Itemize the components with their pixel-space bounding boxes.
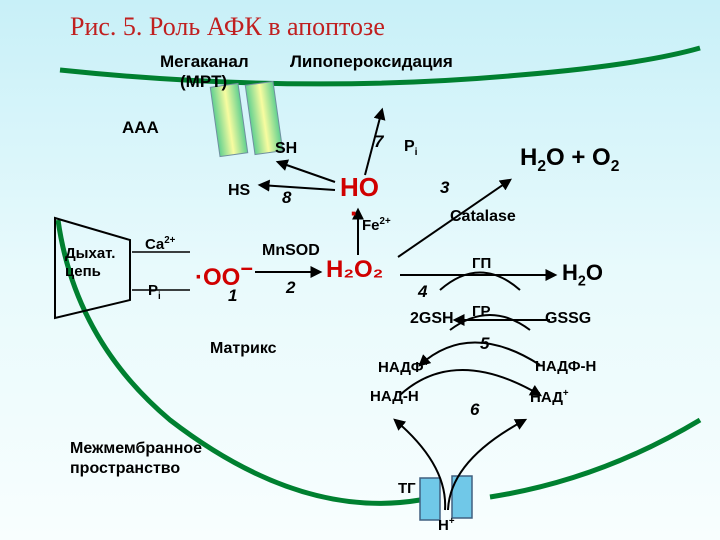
label-mnsod: MnSOD <box>262 242 320 260</box>
num-4: 4 <box>418 282 427 302</box>
num-8: 8 <box>282 188 291 208</box>
label-nadf: НАДФ+ <box>378 358 429 376</box>
label-hs: HS <box>228 182 250 200</box>
label-fe: Fe2+ <box>362 216 391 234</box>
label-ca: Ca2+ <box>145 235 175 253</box>
label-pi-bottom: Pi <box>148 282 161 302</box>
label-nadh: НАД-Н <box>370 388 419 405</box>
species-ho: HO <box>340 172 379 203</box>
label-gssg: GSSG <box>545 310 591 328</box>
label-tg: ТГ <box>398 480 416 497</box>
label-gr: ГР <box>472 303 491 320</box>
species-h2o-o2: H2O + O2 <box>520 144 619 176</box>
label-matrix: Матрикс <box>210 340 277 358</box>
species-h2o2: H₂O₂ <box>326 256 383 284</box>
label-lipoperox: Липопероксидация <box>290 52 453 72</box>
label-catalase: Catalase <box>450 208 516 226</box>
num-3: 3 <box>440 178 449 198</box>
label-hplus: H+ <box>438 516 455 534</box>
label-intermem-1: Межмембранное <box>70 440 202 458</box>
num-2: 2 <box>286 278 295 298</box>
label-resp-1: Дыхат. <box>65 245 115 262</box>
label-megachannel-2: (MPT) <box>180 72 227 92</box>
species-oo: ·OO− <box>195 256 253 292</box>
label-2gsh: 2GSH <box>410 310 454 328</box>
label-sh: SH <box>275 140 297 158</box>
label-resp-2: цепь <box>65 263 101 280</box>
label-gp: ГП <box>472 255 491 272</box>
num-7: 7 <box>374 132 383 152</box>
label-pi-top: Pi <box>404 138 418 158</box>
label-intermem-2: пространство <box>70 460 180 478</box>
num-1: 1 <box>228 286 237 306</box>
label-megachannel-1: Мегаканал <box>160 52 249 72</box>
label-aaa: AAA <box>122 118 159 138</box>
figure-title: Рис. 5. Роль АФК в апоптозе <box>70 12 385 42</box>
label-nad: НАД+ <box>530 388 569 406</box>
species-h2o: H2O <box>562 260 603 289</box>
species-ho-dot: · <box>350 198 359 229</box>
num-5: 5 <box>480 334 489 354</box>
num-6: 6 <box>470 400 479 420</box>
label-nadfh: НАДФ-Н <box>535 358 596 375</box>
